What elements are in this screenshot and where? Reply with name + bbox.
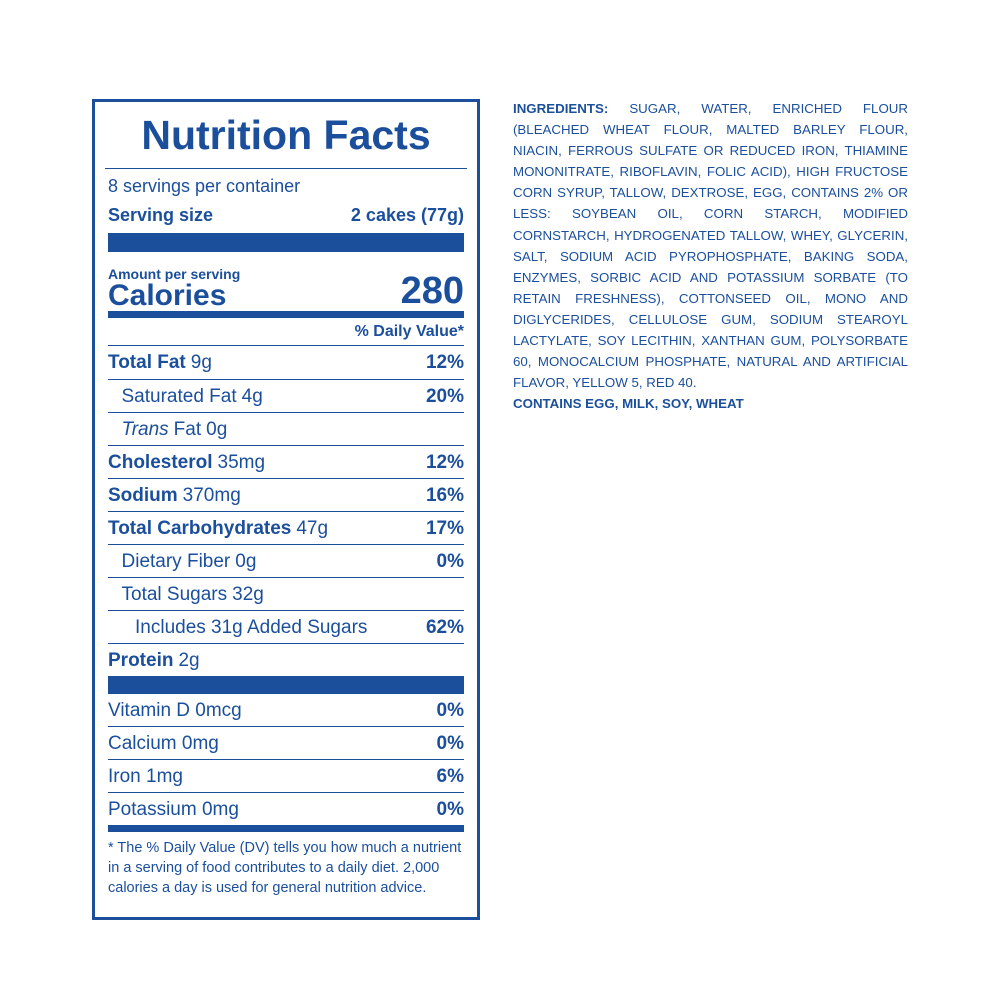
nutrient-row: Saturated Fat 4g 20% — [108, 379, 464, 412]
nutrient-dv: 0% — [436, 551, 464, 572]
nutrient-amount: 35mg — [217, 452, 266, 473]
vitamin-dv: 0% — [436, 799, 464, 820]
calories-caption: Amount per serving — [108, 266, 241, 282]
vitamin-dv: 0% — [436, 733, 464, 754]
nutrient-name: Saturated Fat — [121, 386, 237, 407]
divider — [108, 825, 464, 832]
nutrient-name: Sodium — [108, 485, 178, 506]
footnote: * The % Daily Value (DV) tells you how m… — [108, 840, 462, 896]
nutrient-row: Includes 31g Added Sugars 62% — [108, 610, 464, 643]
ingredients-text: SUGAR, WATER, ENRICHED FLOUR (BLEACHED W… — [513, 101, 908, 391]
nutrient-amount: 47g — [296, 518, 329, 539]
nutrient-row: Cholesterol 35mg 12% — [108, 445, 464, 478]
vitamin-row: Potassium 0mg 0% — [108, 792, 464, 825]
vitamin-name: Potassium 0mg — [108, 799, 239, 820]
nutrient-dv: 20% — [425, 386, 464, 407]
nutrient-dv: 16% — [425, 485, 464, 506]
nutrient-name-wrap: Trans Fat 0g — [108, 413, 228, 445]
nutrient-name-wrap: Protein 2g — [108, 644, 200, 676]
nutrient-row: Total Sugars 32g — [108, 577, 464, 610]
nutrient-amount: 2g — [178, 650, 200, 671]
vitamins: Vitamin D 0mcg 0% Calcium 0mg 0% Iron 1mg 6% P… — [108, 694, 464, 825]
nutrient-row: Sodium 370mg 16% — [108, 478, 464, 511]
nutrient-dv: 17% — [425, 518, 464, 539]
label-title: Nutrition Facts — [105, 102, 467, 169]
nutrient-amount: 9g — [190, 352, 212, 373]
allergens: CONTAINS EGG, MILK, SOY, WHEAT — [513, 396, 744, 412]
nutrient-name-wrap: Cholesterol 35mg — [108, 446, 265, 478]
nutrient-row: Protein 2g — [108, 643, 464, 676]
vitamin-row: Iron 1mg 6% — [108, 759, 464, 792]
nutrient-name: Fat — [173, 419, 202, 440]
nutrient-name-wrap: Dietary Fiber 0g — [108, 545, 257, 577]
nutrient-name-wrap: Total Fat 9g — [108, 346, 212, 379]
nutrient-name: Total Sugars — [121, 584, 228, 605]
vitamin-name: Iron 1mg — [108, 766, 183, 787]
nutrient-name: Total Fat — [108, 352, 186, 373]
nutrient-dv: 12% — [425, 452, 464, 473]
nutrient-amount: 4g — [241, 386, 263, 407]
vitamin-dv: 0% — [436, 700, 464, 721]
vitamin-dv: 6% — [436, 766, 464, 787]
nutrient-amount: 0g — [235, 551, 257, 572]
divider — [108, 233, 464, 252]
serving-size: Serving size 2 cakes (77g) — [108, 201, 464, 233]
vitamin-name: Calcium 0mg — [108, 733, 219, 754]
nutrient-name: Protein — [108, 650, 174, 671]
calories-label: Calories — [108, 279, 227, 312]
servings: 8 servings per container — [108, 176, 301, 196]
calories-value: 280 — [400, 270, 464, 312]
ingredients-label: INGREDIENTS: — [513, 101, 609, 116]
nutrient-name-wrap: Includes 31g Added Sugars — [108, 611, 367, 643]
nutrient-name-italic: Trans — [121, 419, 169, 440]
nutrition-label: Nutrition Facts 8 servings per container… — [92, 99, 480, 920]
nutrient-name-wrap: Sodium 370mg — [108, 479, 241, 511]
nutrient-row: Total Fat 9g 12% — [108, 346, 464, 379]
nutrients: Total Fat 9g 12% Saturated Fat 4g 20% Trans Fat… — [108, 346, 464, 676]
dv-header: % Daily Value* — [108, 318, 464, 346]
vitamin-name: Vitamin D 0mcg — [108, 700, 242, 721]
nutrient-name-wrap: Total Carbohydrates 47g — [108, 512, 328, 544]
nutrient-name: Includes 31g Added Sugars — [135, 617, 368, 638]
nutrient-dv: 62% — [425, 617, 464, 638]
nutrient-row: Total Carbohydrates 47g 17% — [108, 511, 464, 544]
vitamin-row: Calcium 0mg 0% — [108, 726, 464, 759]
nutrient-name: Total Carbohydrates — [108, 518, 292, 539]
nutrient-amount: 0g — [206, 419, 228, 440]
calories: Amount per serving Calories 280 — [108, 252, 464, 311]
nutrient-name-wrap: Total Sugars 32g — [108, 578, 264, 610]
nutrient-dv: 12% — [425, 352, 464, 373]
nutrient-name-wrap: Saturated Fat 4g — [108, 380, 263, 412]
nutrient-row: Dietary Fiber 0g 0% — [108, 544, 464, 577]
nutrient-name: Dietary Fiber — [121, 551, 231, 572]
nutrient-name: Cholesterol — [108, 452, 213, 473]
nutrient-amount: 370mg — [182, 485, 241, 506]
nutrient-row: Trans Fat 0g — [108, 412, 464, 445]
vitamin-row: Vitamin D 0mcg 0% — [108, 694, 464, 726]
divider — [108, 676, 464, 694]
ingredients: INGREDIENTS: SUGAR, WATER, ENRICHED FLOU… — [513, 98, 908, 414]
nutrient-amount: 32g — [232, 584, 264, 605]
divider — [108, 311, 464, 318]
serving-size-value: 2 cakes (77g) — [350, 205, 464, 225]
serving-size-label: Serving size — [108, 205, 214, 225]
